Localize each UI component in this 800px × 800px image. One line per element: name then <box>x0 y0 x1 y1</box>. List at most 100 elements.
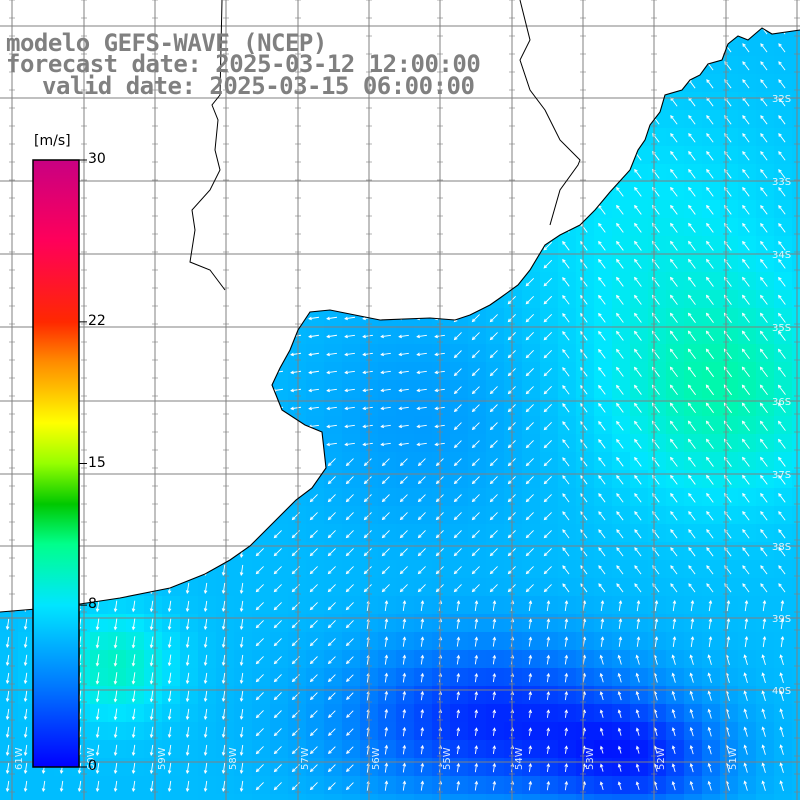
wind-arrow <box>687 438 696 449</box>
wind-speed-cell <box>414 308 433 327</box>
wind-arrow <box>759 402 768 413</box>
wind-arrow <box>344 208 356 213</box>
wind-arrow <box>471 28 480 35</box>
wind-speed-cell <box>666 416 685 435</box>
wind-speed-cell <box>576 380 595 399</box>
wind-arrow <box>5 168 10 180</box>
wind-arrow <box>361 136 374 141</box>
wind-speed-cell <box>720 236 739 255</box>
wind-speed-cell <box>702 128 721 147</box>
wind-arrow <box>290 406 302 411</box>
wind-arrow <box>453 440 462 449</box>
wind-arrow <box>778 115 786 125</box>
wind-speed-cell <box>612 218 631 237</box>
wind-arrow <box>362 226 374 231</box>
wind-arrow <box>402 690 407 701</box>
longitude-label: 57W <box>300 747 311 770</box>
wind-arrow <box>326 208 338 213</box>
wind-arrow <box>759 330 768 341</box>
wind-speed-cell <box>774 686 793 705</box>
wind-arrow <box>617 672 622 683</box>
wind-speed-cell <box>234 632 253 651</box>
wind-arrow <box>203 690 208 703</box>
wind-speed-cell <box>630 506 649 525</box>
wind-arrow <box>95 222 100 234</box>
wind-arrow <box>23 258 28 270</box>
wind-arrow <box>167 384 172 396</box>
wind-arrow <box>381 566 390 575</box>
wind-arrow <box>562 403 570 413</box>
wind-speed-cell <box>630 614 649 633</box>
wind-arrow <box>726 599 731 612</box>
wind-arrow <box>726 618 731 630</box>
wind-arrow <box>167 222 172 234</box>
wind-speed-cell <box>234 380 253 399</box>
wind-arrow <box>344 136 356 141</box>
wind-speed-cell <box>666 254 685 273</box>
wind-speed-cell <box>450 164 469 183</box>
wind-arrow <box>546 618 551 629</box>
wind-arrow <box>742 168 750 179</box>
wind-speed-cell <box>162 380 181 399</box>
wind-speed-cell <box>648 596 667 615</box>
wind-speed-cell <box>522 236 541 255</box>
wind-arrow <box>543 205 553 215</box>
wind-arrow <box>616 547 624 557</box>
wind-speed-cell <box>594 164 613 183</box>
wind-speed-cell <box>792 110 800 129</box>
wind-arrow <box>23 672 28 685</box>
wind-speed-cell <box>756 470 775 489</box>
wind-speed-cell <box>594 38 613 57</box>
wind-speed-cell <box>738 686 757 705</box>
wind-speed-cell <box>612 434 631 453</box>
wind-speed-cell <box>558 650 577 669</box>
wind-speed-cell <box>558 28 577 39</box>
wind-speed-cell <box>378 650 397 669</box>
wind-speed-cell <box>648 794 667 800</box>
wind-arrow <box>456 636 461 647</box>
wind-speed-cell <box>576 344 595 363</box>
wind-arrow <box>203 240 208 252</box>
wind-arrow <box>149 258 154 270</box>
wind-speed-cell <box>792 344 800 363</box>
wind-arrow <box>239 168 244 180</box>
wind-arrow <box>778 438 786 449</box>
wind-arrow <box>5 258 10 270</box>
wind-speed-cell <box>108 218 127 237</box>
wind-arrow <box>328 710 336 718</box>
wind-speed-cell <box>594 254 613 273</box>
wind-speed-cell <box>738 470 757 489</box>
wind-speed-cell <box>558 488 577 507</box>
wind-arrow <box>453 458 462 467</box>
wind-arrow <box>616 186 624 197</box>
wind-speed-cell <box>774 488 793 507</box>
wind-arrow <box>580 115 588 125</box>
wind-arrow <box>131 222 136 234</box>
wind-speed-cell <box>108 560 127 579</box>
wind-speed-cell <box>234 110 253 129</box>
wind-speed-cell <box>612 722 631 741</box>
wind-speed-cell <box>396 146 415 165</box>
wind-speed-cell <box>270 344 289 363</box>
wind-speed-cell <box>396 326 415 345</box>
wind-arrow <box>420 690 425 701</box>
wind-speed-cell <box>612 236 631 255</box>
wind-speed-cell <box>630 452 649 471</box>
wind-speed-cell <box>414 596 433 615</box>
wind-speed-cell <box>180 272 199 291</box>
wind-arrow <box>131 276 136 288</box>
wind-arrow <box>113 546 118 559</box>
wind-arrow <box>598 402 606 413</box>
wind-speed-cell <box>702 686 721 705</box>
wind-speed-cell <box>378 182 397 201</box>
wind-speed-cell <box>342 362 361 381</box>
wind-arrow <box>272 154 284 159</box>
wind-speed-cell <box>198 650 217 669</box>
wind-arrow <box>760 294 768 305</box>
wind-arrow <box>131 294 136 306</box>
wind-speed-cell <box>630 434 649 453</box>
wind-arrow <box>254 406 266 411</box>
wind-arrow <box>326 136 338 141</box>
wind-arrow <box>185 474 190 486</box>
wind-speed-cell <box>162 794 181 800</box>
